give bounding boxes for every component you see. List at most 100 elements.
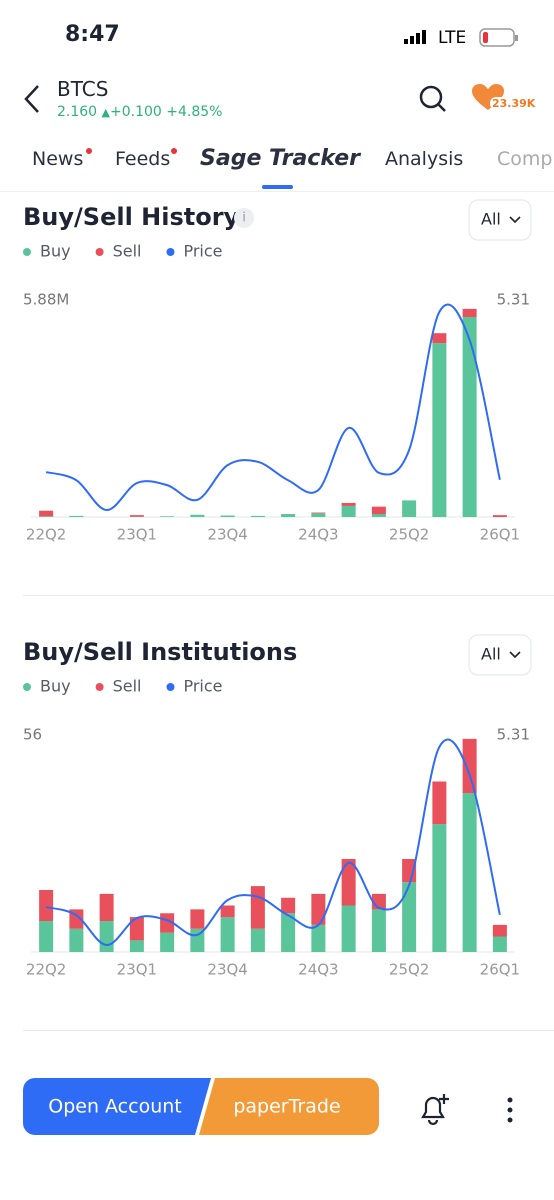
chart: Buy/Sell History i All Buy Sell Price 5.88M 5.3…: [23, 199, 532, 544]
price-line: [45, 303, 501, 512]
x-tick-label: 23Q4: [207, 526, 247, 544]
legend-label: Sell: [113, 677, 142, 696]
bar-segment: [432, 824, 447, 952]
divider: [0, 191, 554, 192]
bar-segment: [69, 515, 84, 517]
chevron: [509, 651, 521, 659]
tab[interactable]: News: [32, 148, 84, 170]
more-button[interactable]: [503, 1096, 517, 1126]
bar-segment: [371, 506, 386, 515]
bar-segment: [190, 514, 205, 517]
x-tick-label: 23Q4: [207, 961, 247, 979]
x-tick-label: 22Q2: [26, 526, 66, 544]
bar-segment: [39, 516, 54, 517]
filter-dropdown[interactable]: [468, 634, 532, 676]
search-button[interactable]: [418, 84, 448, 114]
paper-trade-button[interactable]: [199, 1078, 379, 1135]
bar-segment: [311, 513, 326, 517]
bar-segment: [220, 917, 235, 952]
button-label[interactable]: Open Account: [48, 1096, 182, 1118]
symbol: BTCS: [57, 77, 109, 101]
bar-segment: [462, 738, 477, 794]
bar-segment: [99, 893, 114, 921]
bar-segment: [492, 515, 507, 517]
filter-label[interactable]: All: [481, 645, 501, 664]
bar-segment: [129, 917, 144, 941]
x-tick-label: 23Q1: [117, 526, 157, 544]
bar-segment: [281, 897, 296, 914]
bar-segment: [39, 921, 54, 952]
bar-segment: [402, 882, 417, 952]
legend-dot: [166, 683, 175, 691]
bar-segment: [341, 859, 356, 906]
filter-label[interactable]: All: [481, 210, 501, 229]
bar-segment: [281, 514, 296, 517]
bar-segment: [129, 940, 144, 952]
back-button[interactable]: [22, 84, 44, 114]
legend-label: Buy: [40, 677, 71, 696]
price-line: [45, 738, 501, 947]
bar-segment: [69, 928, 84, 952]
price: 2.160: [57, 104, 98, 120]
badge: [86, 148, 92, 154]
tab-active[interactable]: Sage Tracker: [200, 146, 360, 171]
legend-label: Buy: [40, 242, 71, 261]
bar-segment: [462, 308, 477, 317]
bar-segment: [462, 316, 477, 517]
bar-segment: [371, 909, 386, 952]
bar-segment: [190, 909, 205, 929]
bar-segment: [341, 905, 356, 952]
followers: 23.39K: [490, 97, 538, 110]
x-tick-label: 25Q2: [389, 961, 429, 979]
alert-button[interactable]: [418, 1092, 452, 1126]
bar-segment: [371, 514, 386, 517]
bar-segment: [250, 515, 265, 517]
bar-segment: [160, 516, 175, 517]
bar-segment: [160, 913, 175, 933]
bar-segment: [311, 893, 326, 925]
button-label[interactable]: paperTrade: [233, 1096, 340, 1118]
footer-buttons: Open Account paperTrade: [23, 1078, 379, 1135]
bar-segment: [492, 924, 507, 937]
x-tick-label: 23Q1: [117, 961, 157, 979]
tab[interactable]: Comp: [497, 148, 553, 170]
legend-dot: [95, 248, 104, 256]
y-tick-label: 56: [23, 726, 42, 744]
chart: Buy/Sell Institutions All Buy Sell Price 56 5.…: [23, 634, 532, 979]
x-tick-label: 24Q3: [298, 961, 338, 979]
y-tick-label: 5.88M: [23, 291, 69, 309]
filter-dropdown[interactable]: [468, 199, 532, 241]
bar-segment: [402, 500, 417, 517]
x-tick-label: 26Q1: [480, 961, 520, 979]
info-glyph: i: [242, 211, 246, 226]
bar-segment: [99, 921, 114, 952]
bar-segment: [160, 932, 175, 952]
legend-label: Price: [183, 677, 222, 696]
x-tick-label: 22Q2: [26, 961, 66, 979]
legend-label: Price: [183, 242, 222, 261]
bar-segment: [432, 781, 447, 825]
bar-segment: [39, 510, 54, 517]
tab-indicator: [262, 185, 293, 189]
chart-title: Buy/Sell History: [23, 203, 240, 231]
x-tick-label: 24Q3: [298, 526, 338, 544]
x-tick-label: 25Q2: [389, 526, 429, 544]
badge: [171, 148, 177, 154]
network: LTE: [438, 28, 466, 48]
chevron: [509, 216, 521, 224]
chart-title: Buy/Sell Institutions: [23, 638, 297, 666]
bar-segment: [432, 343, 447, 517]
bar-segment: [311, 512, 326, 514]
bar-segment: [341, 505, 356, 517]
tab[interactable]: Analysis: [385, 148, 464, 170]
divider: [23, 595, 554, 596]
info-icon[interactable]: [234, 208, 254, 228]
quote: 2.160 ▲+0.100 +4.85%: [57, 104, 223, 120]
y2-tick-label: 5.31: [497, 291, 530, 309]
tab[interactable]: Feeds: [115, 148, 171, 170]
legend-dot: [95, 683, 104, 691]
legend-label: Sell: [113, 242, 142, 261]
bar-segment: [462, 793, 477, 952]
open-account-button[interactable]: [23, 1078, 211, 1135]
